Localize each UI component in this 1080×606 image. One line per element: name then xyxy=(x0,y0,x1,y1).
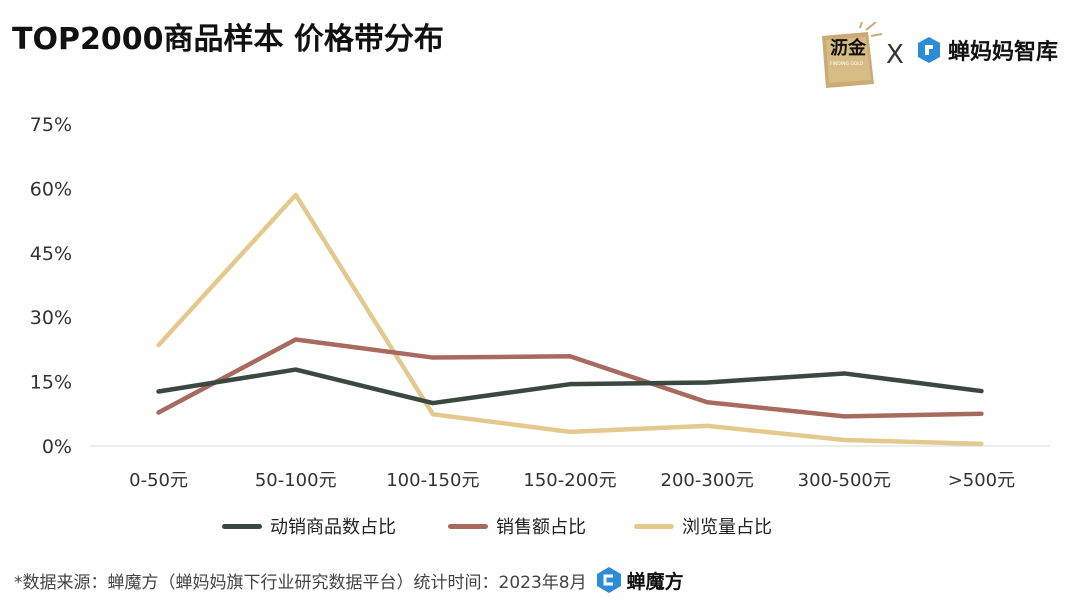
chanmofang-text: 蝉魔方 xyxy=(626,570,684,593)
y-tick-label: 0% xyxy=(42,436,72,458)
y-tick-label: 60% xyxy=(30,178,72,200)
svg-text:FINDING GOLD: FINDING GOLD xyxy=(830,61,864,67)
y-tick-label: 30% xyxy=(30,307,72,329)
legend-swatch-3 xyxy=(634,523,674,529)
chanmama-logo-icon xyxy=(918,37,940,63)
legend-item-2: 销售额占比 xyxy=(448,513,586,539)
x-tick-label: 100-150元 xyxy=(386,470,479,491)
legend-item-1: 动销商品数占比 xyxy=(222,513,396,539)
y-tick-label: 15% xyxy=(30,372,72,394)
chart-title: TOP2000商品样本 价格带分布 xyxy=(12,22,444,57)
legend-swatch-1 xyxy=(222,523,262,529)
x-tick-label: 300-500元 xyxy=(798,470,891,491)
series-line-1 xyxy=(156,367,984,406)
series-line-3 xyxy=(156,192,984,447)
legend-label-3: 浏览量占比 xyxy=(682,517,772,538)
lijin-logo-icon: 沥金 FINDING GOLD xyxy=(822,22,882,88)
source-note: *数据来源：蝉魔方（蝉妈妈旗下行业研究数据平台）统计时间：2023年8月 xyxy=(14,572,587,593)
legend-swatch-2 xyxy=(448,523,488,529)
x-tick-label: 150-200元 xyxy=(523,470,616,491)
x-tick-label: 200-300元 xyxy=(661,470,754,491)
series-line-2 xyxy=(156,337,984,419)
x-tick-label: 0-50元 xyxy=(129,470,188,491)
lijin-char-1: 沥金 xyxy=(830,37,867,59)
brand-separator: X xyxy=(886,40,904,70)
legend-label-2: 销售额占比 xyxy=(496,517,586,538)
y-tick-label: 75% xyxy=(30,114,72,136)
chart-legend: 动销商品数占比 销售额占比 浏览量占比 xyxy=(0,513,1080,543)
legend-label-1: 动销商品数占比 xyxy=(270,517,396,538)
chanmama-brand: 蝉妈妈智库 xyxy=(916,34,1058,66)
y-tick-label: 45% xyxy=(30,243,72,265)
x-tick-label: >500元 xyxy=(948,470,1015,491)
footer: *数据来源：蝉魔方（蝉妈妈旗下行业研究数据平台）统计时间：2023年8月 蝉魔方 xyxy=(14,566,684,594)
chanmofang-logo: 蝉魔方 xyxy=(595,566,684,594)
legend-item-3: 浏览量占比 xyxy=(634,513,772,539)
x-tick-label: 50-100元 xyxy=(255,470,337,491)
chanmama-brand-text: 蝉妈妈智库 xyxy=(948,40,1059,65)
chanmofang-logo-icon xyxy=(596,567,621,593)
